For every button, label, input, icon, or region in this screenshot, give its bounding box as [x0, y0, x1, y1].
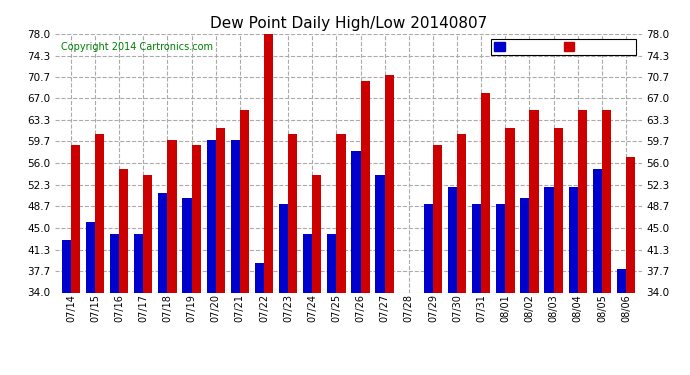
Bar: [553, 128, 563, 292]
Bar: [110, 234, 119, 292]
Bar: [144, 175, 152, 292]
Bar: [384, 75, 394, 292]
Bar: [134, 234, 144, 292]
Bar: [520, 198, 529, 292]
Bar: [279, 204, 288, 292]
Bar: [206, 140, 216, 292]
Bar: [472, 204, 481, 292]
Legend: Low  (°F), High  (°F): Low (°F), High (°F): [491, 39, 636, 56]
Bar: [337, 134, 346, 292]
Bar: [593, 169, 602, 292]
Title: Dew Point Daily High/Low 20140807: Dew Point Daily High/Low 20140807: [210, 16, 487, 31]
Bar: [569, 187, 578, 292]
Bar: [255, 263, 264, 292]
Bar: [230, 140, 240, 292]
Bar: [360, 81, 370, 292]
Bar: [216, 128, 225, 292]
Bar: [496, 204, 505, 292]
Bar: [529, 110, 539, 292]
Bar: [264, 34, 273, 292]
Text: Copyright 2014 Cartronics.com: Copyright 2014 Cartronics.com: [61, 42, 213, 51]
Bar: [351, 152, 360, 292]
Bar: [182, 198, 192, 292]
Bar: [578, 110, 587, 292]
Bar: [544, 187, 553, 292]
Bar: [327, 234, 337, 292]
Bar: [192, 146, 201, 292]
Bar: [95, 134, 104, 292]
Bar: [168, 140, 177, 292]
Bar: [303, 234, 313, 292]
Bar: [240, 110, 249, 292]
Bar: [86, 222, 95, 292]
Bar: [617, 269, 626, 292]
Bar: [288, 134, 297, 292]
Bar: [313, 175, 322, 292]
Bar: [119, 169, 128, 292]
Bar: [158, 192, 168, 292]
Bar: [481, 93, 491, 292]
Bar: [626, 157, 635, 292]
Bar: [71, 146, 80, 292]
Bar: [375, 175, 384, 292]
Bar: [61, 240, 71, 292]
Bar: [448, 187, 457, 292]
Bar: [505, 128, 515, 292]
Bar: [433, 146, 442, 292]
Bar: [424, 204, 433, 292]
Bar: [602, 110, 611, 292]
Bar: [457, 134, 466, 292]
